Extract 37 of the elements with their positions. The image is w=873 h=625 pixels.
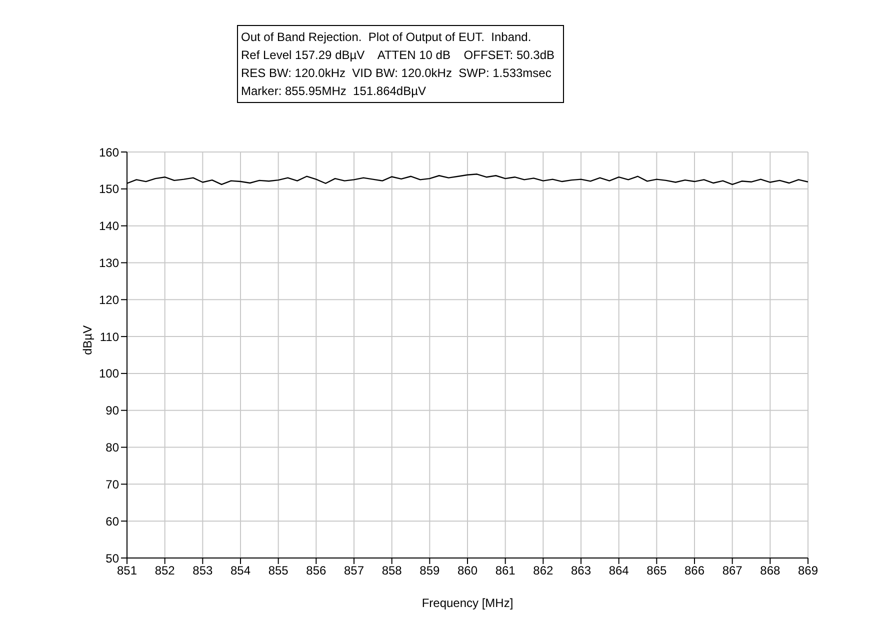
x-tick-label: 852	[154, 564, 176, 578]
y-tick-label: 60	[106, 514, 120, 528]
x-tick-label: 853	[192, 564, 213, 578]
chart-title: Out of Band Rejection. Plot of Output of EUT. Inband.	[241, 29, 532, 46]
x-tick-label: 861	[495, 564, 516, 578]
x-tick-label: 865	[646, 564, 667, 578]
y-tick-label: 70	[106, 477, 120, 492]
y-tick-label: 90	[106, 404, 120, 418]
x-tick-label: 869	[798, 564, 818, 578]
x-tick-label: 858	[382, 564, 402, 578]
x-tick-label: 854	[230, 564, 251, 578]
x-tick-label: 863	[570, 564, 592, 578]
y-tick-label: 150	[98, 182, 120, 196]
text: Marker: 855.95MHz 151.864dBµV	[241, 83, 428, 100]
x-tick-label: 864	[608, 564, 630, 578]
y-tick-label: 110	[100, 330, 120, 344]
y-tick-label: 160	[98, 145, 120, 160]
x-tick-label: 857	[344, 564, 364, 578]
text: RES BW: 120.0kHz VID BW: 120.0kHz SWP: 1.533msec	[241, 65, 552, 82]
text: Ref Level 157.29 dBµV ATTEN 10 dB OFFSET: 50.3dB	[241, 47, 555, 64]
x-tick-label: 868	[760, 564, 780, 578]
x-tick-label: 855	[268, 564, 289, 578]
y-tick-label: 50	[106, 551, 120, 566]
x-axis-title: Frequency [MHz]	[422, 596, 514, 610]
x-tick-label: 859	[420, 564, 440, 578]
x-tick-label: 856	[306, 564, 326, 578]
y-tick-label: 80	[106, 440, 120, 455]
y-tick-label: 120	[98, 292, 120, 307]
x-tick-label: 851	[116, 564, 138, 578]
x-tick-label: 867	[722, 564, 743, 578]
x-tick-label: 862	[533, 564, 554, 578]
x-tick-label: 866	[684, 564, 705, 578]
x-tick-label: 860	[457, 564, 478, 578]
y-tick-label: 100	[98, 366, 120, 381]
y-tick-label: 140	[98, 219, 120, 234]
y-axis-title: dBµV	[80, 325, 94, 355]
y-tick-label: 130	[98, 256, 120, 270]
